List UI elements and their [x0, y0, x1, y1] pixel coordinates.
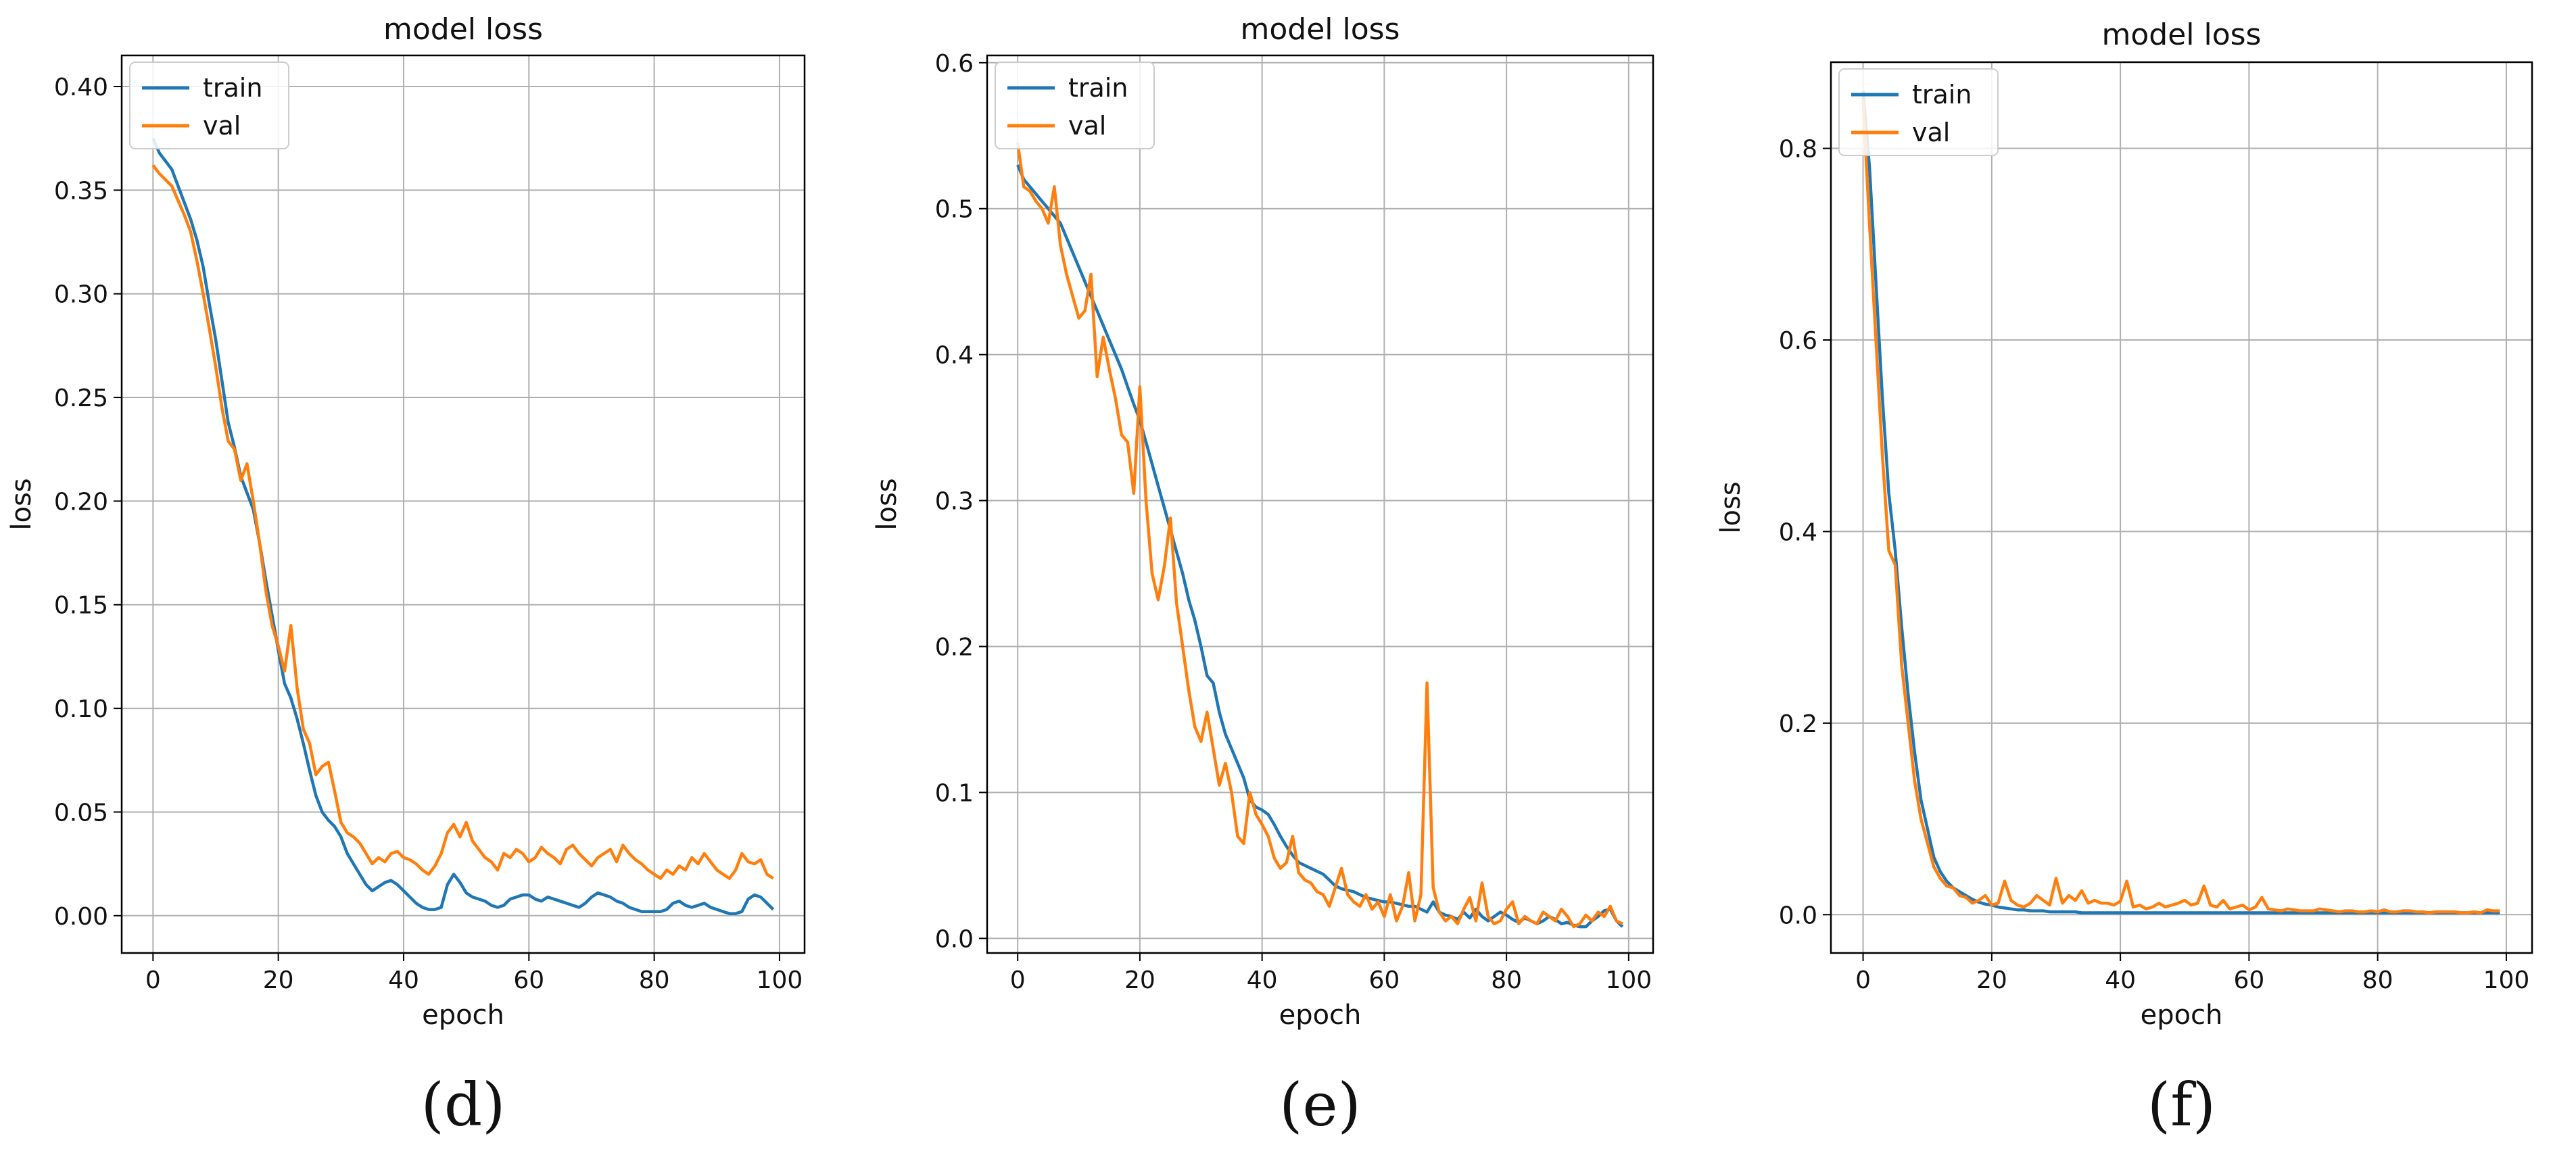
y-tick-label: 0.25	[54, 385, 108, 412]
y-tick-label: 0.6	[935, 50, 974, 78]
y-tick-label: 0.10	[54, 695, 108, 723]
x-axis-label: epoch	[2141, 1000, 2223, 1031]
legend: train val	[995, 62, 1155, 149]
series-line-val	[1861, 100, 2500, 914]
y-tick-label: 0.8	[1779, 136, 1817, 164]
chart-title: model loss	[1241, 12, 1400, 47]
legend: train val	[129, 62, 289, 149]
x-axis-label: epoch	[1279, 1000, 1362, 1031]
x-tick-label: 40	[2105, 967, 2136, 994]
y-tick-label: 0.4	[935, 342, 974, 370]
y-tick-label: 0.00	[54, 903, 108, 931]
legend-label-val: val	[1912, 118, 1950, 147]
y-tick-label: 0.0	[935, 925, 974, 953]
legend: train val	[1838, 68, 1999, 156]
x-tick-label: 20	[1976, 967, 2007, 994]
y-tick-label: 0.2	[935, 634, 974, 662]
chart-panel-3: 0 20 40 60 80 100 0.0 0.2 0.4 0.6 0.8 model loss epo…	[1715, 18, 2533, 1140]
plot-frame	[986, 54, 1654, 954]
chart-panel-1: 0 20 40 60 80 100 0.00 0.05 0.10 0.15 0.20 0.25 0.30…	[6, 12, 806, 1140]
chart-panel-2: 0 20 40 60 80 100 0.0 0.1 0.2 0.3 0.4 0.5 0.6 model l…	[872, 12, 1654, 1140]
x-tick-label: 40	[1247, 967, 1278, 994]
y-tick-label: 0.6	[1779, 327, 1817, 355]
x-tick-label: 60	[513, 967, 544, 994]
x-tick-label: 60	[1368, 967, 1400, 994]
plot-frame	[120, 54, 806, 954]
panel-caption: (f)	[2147, 1070, 2216, 1140]
x-tick-label: 0	[1010, 967, 1026, 994]
y-axis-label: loss	[872, 478, 903, 530]
chart-title: model loss	[2102, 18, 2262, 52]
panel-caption: (d)	[421, 1070, 506, 1140]
x-tick-label: 20	[263, 967, 294, 994]
y-tick-label: 0.15	[54, 592, 108, 620]
x-tick-label: 40	[388, 967, 419, 994]
x-tick-label: 60	[2233, 967, 2264, 994]
legend-label-train: train	[203, 73, 262, 103]
y-tick-label: 0.0	[1779, 902, 1817, 929]
x-tick-label: 100	[757, 967, 803, 994]
x-axis-label: epoch	[422, 1000, 504, 1031]
y-tick-label: 0.30	[54, 281, 108, 309]
panel-caption: (e)	[1279, 1070, 1361, 1140]
x-tick-label: 100	[1605, 967, 1652, 994]
x-tick-label: 0	[1855, 967, 1871, 994]
y-axis-label: loss	[6, 478, 37, 530]
y-tick-label: 0.40	[54, 74, 108, 101]
legend-label-train: train	[1068, 73, 1128, 103]
y-tick-label: 0.20	[54, 488, 108, 516]
x-tick-label: 0	[145, 967, 161, 994]
y-tick-label: 0.5	[935, 196, 974, 224]
plot-frame	[1830, 61, 2533, 954]
series-line-val	[1016, 143, 1623, 929]
series-line-val	[151, 164, 774, 880]
x-tick-label: 80	[639, 967, 670, 994]
y-axis-label: loss	[1715, 481, 1746, 533]
x-tick-label: 100	[2483, 967, 2530, 994]
x-tick-label: 20	[1124, 967, 1155, 994]
x-tick-label: 80	[2362, 967, 2393, 994]
y-tick-label: 0.05	[54, 799, 108, 827]
legend-label-val: val	[1068, 111, 1106, 141]
y-tick-label: 0.3	[935, 488, 974, 516]
y-tick-label: 0.2	[1779, 710, 1817, 738]
legend-label-train: train	[1912, 80, 1972, 109]
y-tick-label: 0.35	[54, 177, 108, 205]
y-tick-label: 0.4	[1779, 518, 1817, 546]
y-tick-label: 0.1	[935, 779, 974, 807]
chart-title: model loss	[383, 12, 543, 47]
x-tick-label: 80	[1491, 967, 1522, 994]
legend-label-val: val	[203, 111, 241, 141]
